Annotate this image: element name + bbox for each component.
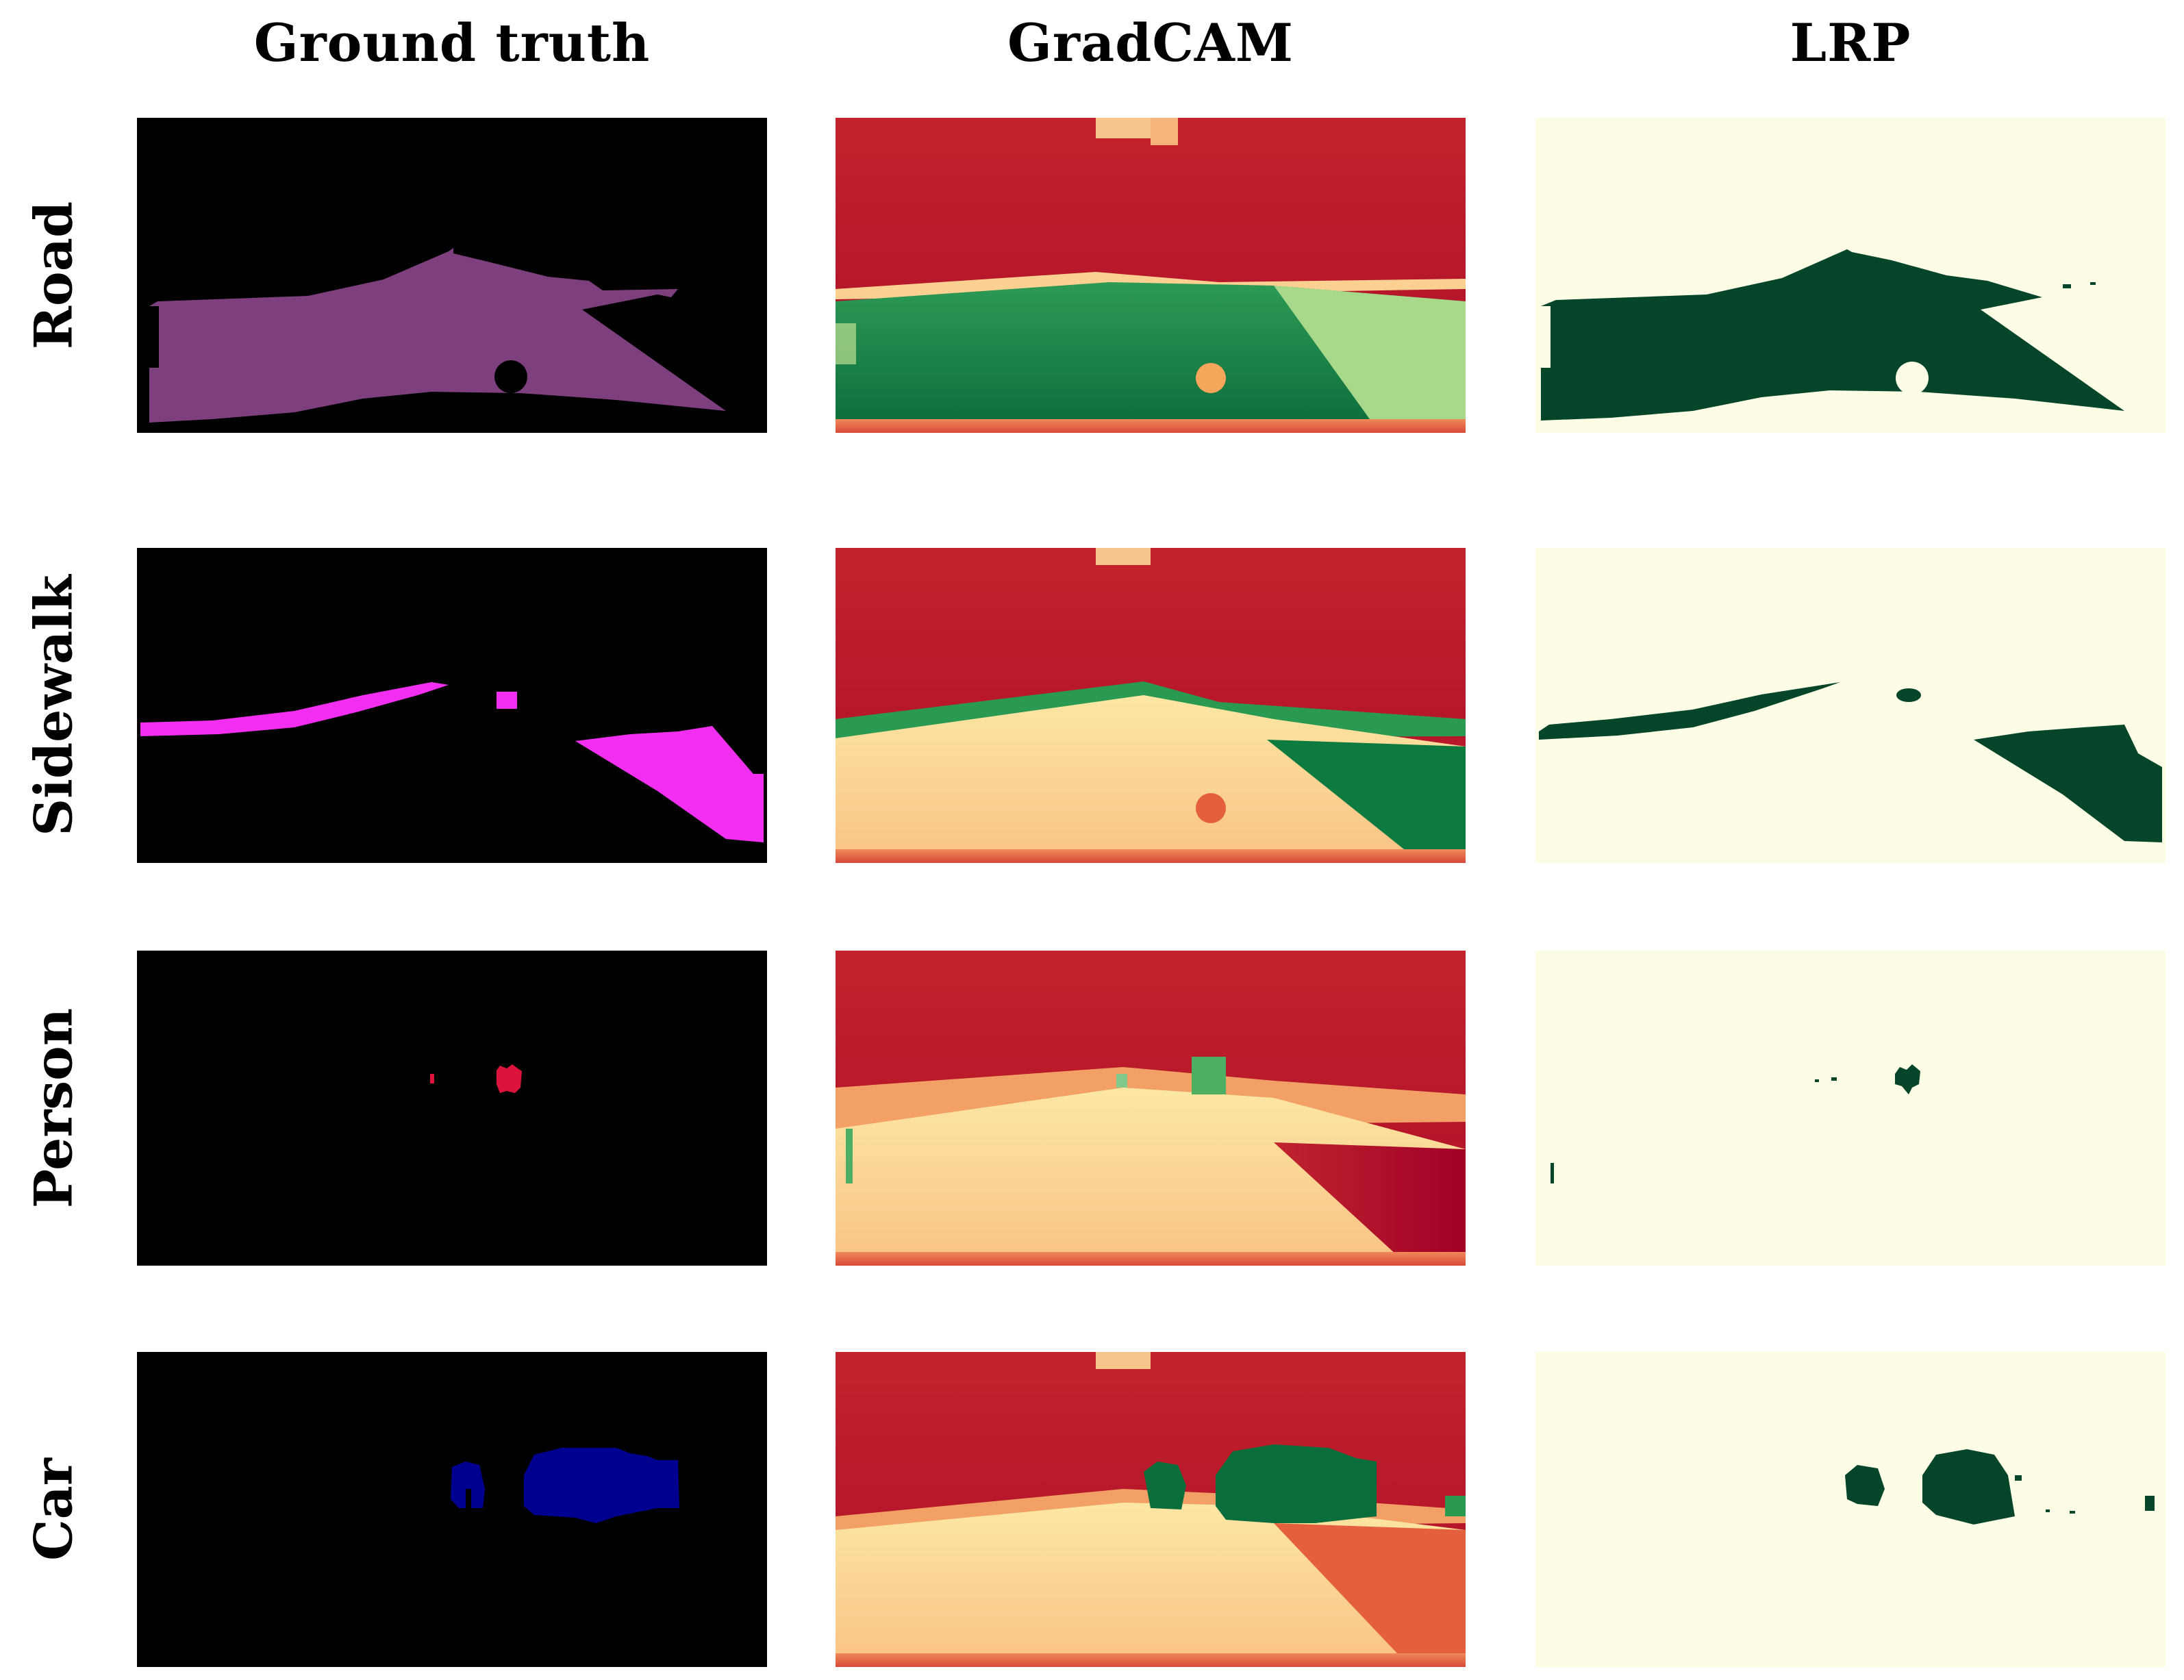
- row-label-person-text: Person: [23, 1007, 84, 1209]
- road-gradcam-panel: [836, 118, 1466, 433]
- sidewalk-relevance-right: [1974, 725, 2162, 842]
- car-gradcam-panel: [836, 1352, 1466, 1667]
- person-activation-green: [1192, 1057, 1226, 1094]
- person-ground-truth-panel: [137, 951, 767, 1266]
- row-label-car: Car: [19, 1352, 88, 1667]
- sidewalk-lrp-panel: [1535, 548, 2166, 863]
- column-title-ground-truth: Ground truth: [253, 12, 651, 73]
- sidewalk-activation-pale: [836, 695, 1466, 849]
- sidewalk-mask-right: [575, 726, 764, 842]
- road-mask-hole: [494, 360, 527, 393]
- row-label-road: Road: [19, 118, 88, 433]
- sidewalk-activation-green: [1267, 740, 1466, 849]
- road-ground-truth-panel: [137, 118, 767, 433]
- row-label-sidewalk: Sidewalk: [19, 548, 88, 863]
- car-activation-green-small: [1144, 1462, 1186, 1509]
- car-relevance-large: [1922, 1449, 2015, 1525]
- car-relevance-small: [1845, 1465, 1885, 1506]
- sidewalk-relevance-left: [1539, 682, 1840, 740]
- road-mask: [149, 248, 726, 423]
- row-label-sidewalk-text: Sidewalk: [23, 575, 84, 836]
- person-mask: [497, 1064, 522, 1093]
- column-title-gradcam: GradCAM: [1007, 12, 1294, 73]
- person-gradcam-panel: [836, 951, 1466, 1266]
- person-lrp-panel: [1535, 951, 2166, 1266]
- row-label-car-text: Car: [23, 1458, 84, 1561]
- sidewalk-ground-truth-panel: [137, 548, 767, 863]
- row-label-person: Person: [19, 951, 88, 1266]
- sidewalk-gradcam-panel: [836, 548, 1466, 863]
- car-lrp-panel: [1535, 1352, 2166, 1667]
- car-ground-truth-panel: [137, 1352, 767, 1667]
- car-mask-small: [451, 1462, 485, 1508]
- road-relevance-mask: [1541, 249, 2124, 421]
- sidewalk-mask-left: [140, 682, 449, 736]
- column-title-lrp: LRP: [1790, 12, 1911, 73]
- road-lrp-panel: [1535, 118, 2166, 433]
- row-label-road-text: Road: [23, 201, 84, 350]
- person-activation-pale: [836, 1088, 1466, 1252]
- car-activation-green-large: [1216, 1444, 1377, 1523]
- person-relevance-mask: [1895, 1064, 1920, 1094]
- car-mask-large: [524, 1448, 679, 1523]
